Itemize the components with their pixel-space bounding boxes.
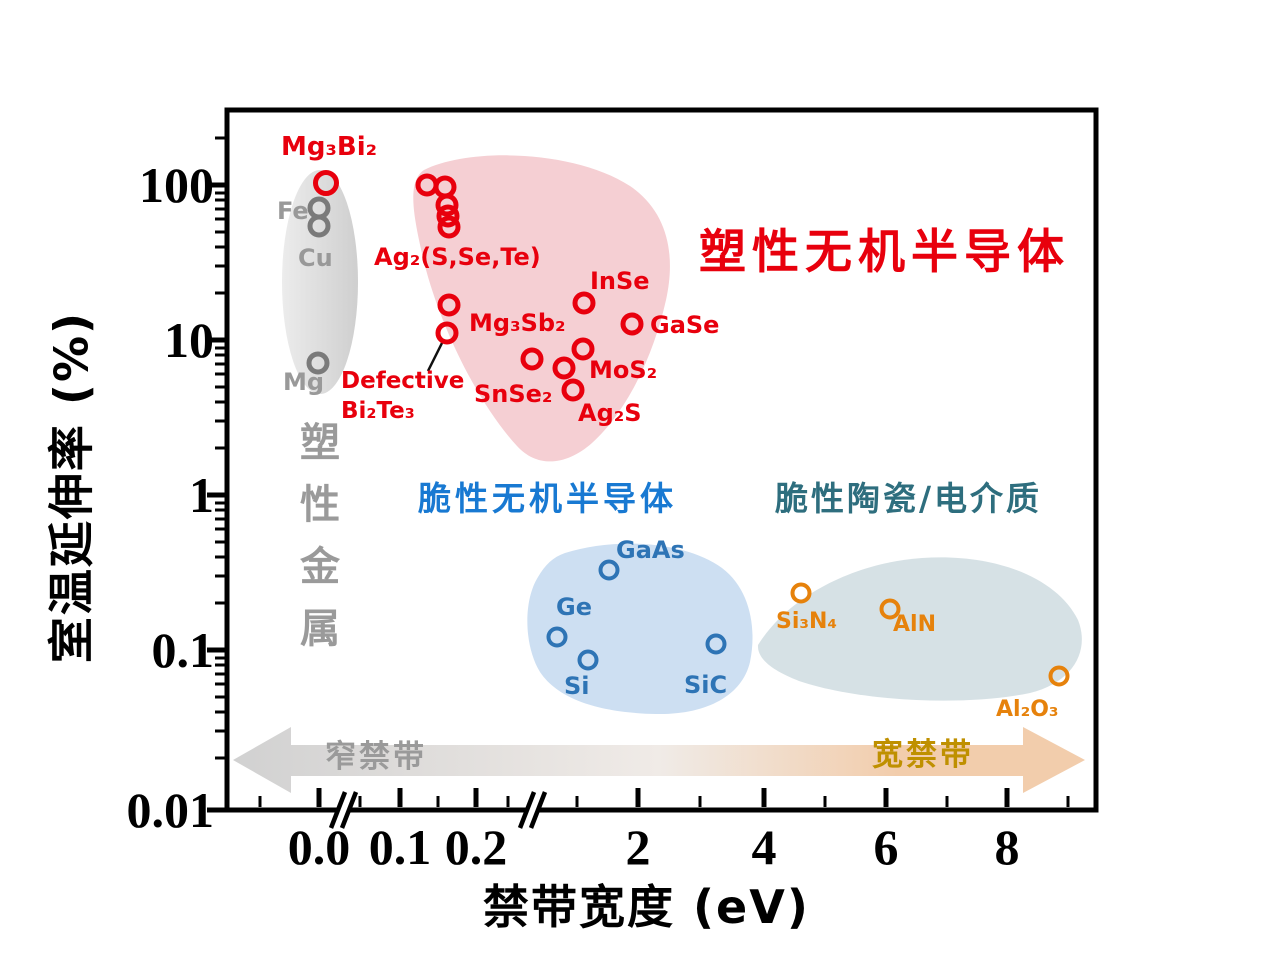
brittle-semiconductors-title: 脆性无机半导体: [418, 479, 677, 518]
bandgap-arrow: [233, 727, 1085, 793]
plastic-semiconductors-region: [413, 155, 670, 462]
axis-break-slash: [517, 791, 537, 829]
narrow-bandgap-label: 窄禁带: [325, 739, 427, 775]
axis-break-marks: [328, 791, 548, 829]
axis-break-gap: [331, 792, 356, 828]
wide-bandgap-label: 宽禁带: [872, 737, 974, 773]
axis-frame: [224, 107, 1099, 813]
plastic-metals-title: 塑性金属: [293, 421, 339, 669]
axis-break-slash: [339, 791, 359, 829]
ceramics-title: 脆性陶瓷/电介质: [775, 479, 1043, 518]
brittle-semiconductors-region: [527, 543, 753, 715]
axis-ticks: [207, 136, 1070, 813]
plastic-metals-region: [282, 170, 358, 394]
axis-break-gap: [520, 792, 545, 828]
ceramics-region: [757, 557, 1082, 701]
plastic-semiconductors-title: 塑性无机半导体: [699, 225, 1070, 280]
axis-break-slash: [528, 791, 548, 829]
x-axis-title: 禁带宽度 (eV): [483, 880, 810, 934]
defective-bi2te3-leader-line: [426, 342, 444, 372]
y-axis-title: 室温延伸率 (%): [44, 310, 99, 664]
axis-break-slash: [328, 791, 348, 829]
